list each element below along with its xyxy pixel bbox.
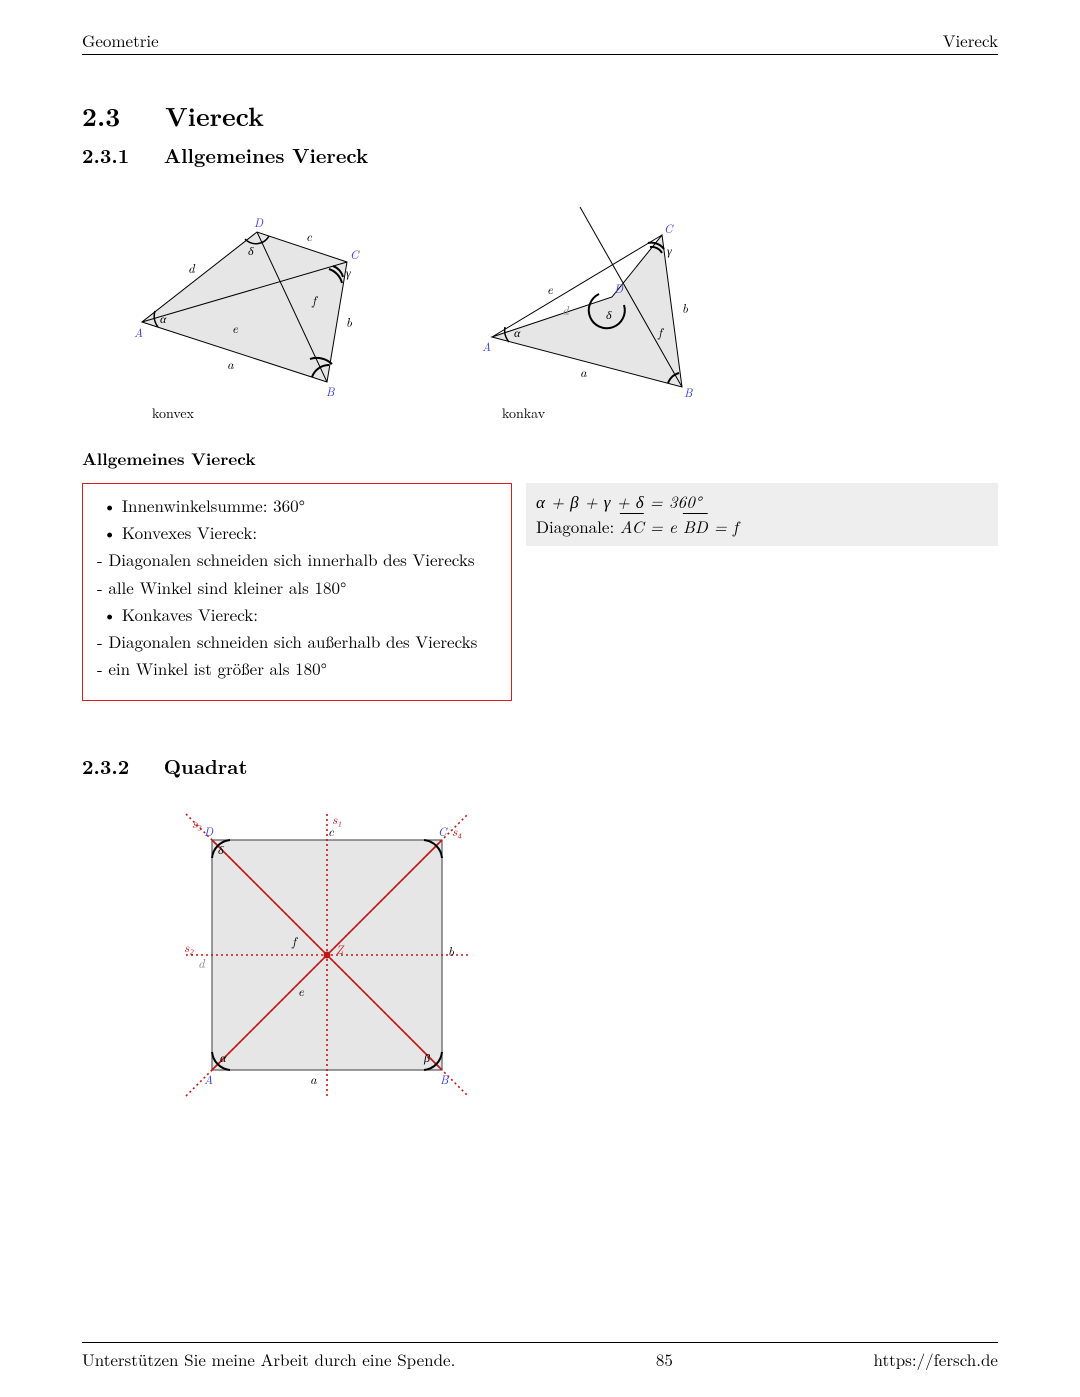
svg-text:A: A — [482, 338, 491, 355]
caption-konvex: konvex — [122, 403, 382, 423]
konvex-svg: A B C D a b c d e f α γ δ — [122, 187, 382, 397]
diag-label: Diagonale: — [536, 514, 620, 538]
svg-text:C: C — [438, 823, 448, 840]
svg-text:A: A — [204, 1071, 213, 1088]
svg-text:a: a — [580, 362, 587, 381]
svg-text:D: D — [204, 823, 214, 840]
rb-l6: - Diagonalen schneiden sich außerhalb de… — [97, 628, 497, 655]
svg-text:B: B — [684, 384, 693, 397]
svg-text:e: e — [547, 279, 554, 298]
footer-page: 85 — [656, 1347, 673, 1371]
label-A: A — [134, 324, 143, 341]
section-title: Viereck — [165, 97, 264, 134]
formulas-box: α + β + γ + δ = 360° Diagonale: AC = e B… — [526, 483, 998, 546]
konkav-svg: A B C D a b e d f α γ δ — [472, 187, 722, 397]
eq-f: = f — [708, 514, 738, 538]
label-delta: δ — [248, 242, 254, 259]
header-right: Viereck — [943, 28, 998, 52]
svg-text:D: D — [614, 280, 624, 297]
rb-l7: - ein Winkel ist größer als 180° — [97, 655, 497, 682]
svg-text:a: a — [310, 1069, 317, 1088]
properties-box: • Innenwinkelsumme: 360° • Konvexes Vier… — [82, 483, 512, 701]
svg-text:b: b — [448, 941, 454, 960]
bd-over: BD — [683, 514, 708, 538]
square-svg: A B C D a b c d e f Z s₁ s₂ s₃ s₄ α β δ — [142, 800, 482, 1130]
ac-over: AC — [620, 514, 644, 538]
subsection-num: 2.3.1 — [82, 140, 129, 169]
svg-text:δ: δ — [606, 306, 612, 323]
label-D: D — [254, 214, 264, 231]
subsection-heading-2: 2.3.2 Quadrat — [82, 751, 998, 780]
svg-text:δ: δ — [218, 841, 224, 858]
angle-sum: α + β + γ + δ = 360° — [536, 489, 701, 513]
label-d: d — [188, 258, 196, 277]
svg-text:b: b — [682, 298, 688, 317]
rb-l3: - Diagonalen schneiden sich innerhalb de… — [97, 546, 497, 573]
footer-left: Unterstützen Sie meine Arbeit durch eine… — [82, 1347, 455, 1371]
label-B: B — [326, 383, 335, 397]
rb-l1: • Innenwinkelsumme: 360° — [97, 492, 497, 519]
caption-konkav: konkav — [472, 403, 722, 423]
svg-text:e: e — [298, 981, 305, 1000]
svg-text:s₂: s₂ — [184, 937, 194, 956]
figure-konvex: A B C D a b c d e f α γ δ konvex — [122, 187, 382, 423]
page-header: Geometrie Viereck — [82, 28, 998, 55]
eq-e: = e — [644, 514, 683, 538]
svg-text:d: d — [198, 953, 206, 972]
svg-text:γ: γ — [667, 242, 672, 259]
label-a: a — [227, 354, 234, 373]
subsection-num-2: 2.3.2 — [82, 751, 129, 780]
svg-text:s₄: s₄ — [452, 821, 462, 840]
svg-text:α: α — [514, 324, 521, 341]
rb-l5: • Konkaves Viereck: — [97, 601, 497, 628]
rb-l2: • Konvexes Viereck: — [97, 519, 497, 546]
subsection-title-2: Quadrat — [164, 751, 248, 780]
section-num: 2.3 — [82, 97, 120, 134]
page-footer: Unterstützen Sie meine Arbeit durch eine… — [82, 1342, 998, 1371]
rb-l4: - alle Winkel sind kleiner als 180° — [97, 574, 497, 601]
section-heading: 2.3 Viereck — [82, 97, 998, 134]
svg-text:α: α — [220, 1049, 227, 1066]
subsection-heading: 2.3.1 Allgemeines Viereck — [82, 140, 998, 169]
label-alpha: α — [160, 310, 167, 327]
figure-konkav: A B C D a b e d f α γ δ konkav — [472, 187, 722, 423]
label-C: C — [350, 246, 360, 263]
svg-text:B: B — [440, 1071, 449, 1088]
svg-text:C: C — [664, 220, 674, 237]
label-c: c — [306, 226, 313, 245]
subsection-title: Allgemeines Viereck — [164, 140, 368, 169]
label-e: e — [232, 318, 239, 337]
label-gamma: γ — [346, 264, 351, 281]
svg-text:s₁: s₁ — [332, 809, 342, 828]
allgemeines-title: Allgemeines Viereck — [82, 447, 998, 471]
footer-right: https://fersch.de — [874, 1347, 998, 1371]
svg-text:β: β — [423, 1049, 430, 1066]
header-left: Geometrie — [82, 28, 159, 52]
label-b: b — [346, 312, 352, 331]
svg-text:s₃: s₃ — [192, 813, 202, 832]
